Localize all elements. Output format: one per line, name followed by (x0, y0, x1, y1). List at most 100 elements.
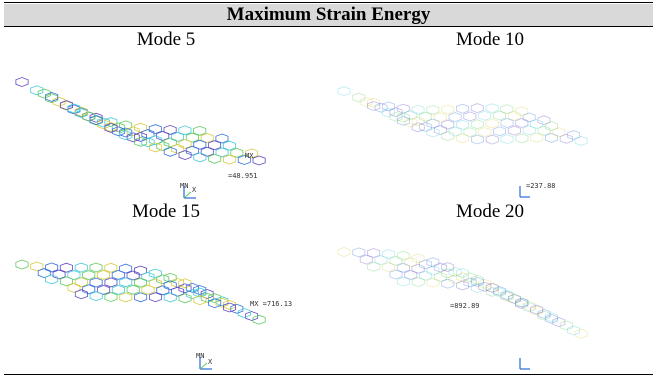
hexagon-cell (470, 134, 484, 145)
hexagon-cell (222, 302, 237, 313)
hexagon-cell (485, 282, 499, 293)
hexagon-cell (134, 136, 148, 147)
mode-10-label: Mode 10 (455, 29, 525, 50)
hexagon-cell (337, 86, 351, 97)
hexagon-cell (215, 297, 229, 308)
hexagon-cell (515, 118, 529, 128)
hexagon-cell (171, 143, 185, 154)
hexagon-cell (381, 249, 395, 259)
hexagon-cell (493, 126, 507, 137)
hexagon-cell (119, 277, 133, 288)
hexagon-cell (222, 299, 236, 310)
hexagon-cell (104, 277, 118, 288)
hexagon-cell (537, 125, 551, 136)
hexagon-cell (111, 122, 125, 133)
hexagon-cell (367, 261, 381, 272)
hexagon-cell (111, 269, 125, 280)
hexagon-cell (74, 289, 88, 300)
hexagon-cell (530, 304, 544, 315)
hexagon-cell (367, 101, 381, 111)
hexagon-cell (245, 148, 259, 159)
hexagon-cell (97, 269, 110, 280)
hexagon-cell (463, 272, 477, 283)
hexagon-cell (15, 77, 29, 87)
hexagon-cell (433, 112, 447, 123)
hexagon-cell (485, 286, 499, 297)
hexagon-cell (200, 133, 214, 143)
hexagon-cell (30, 85, 44, 96)
hexagon-cell (456, 103, 470, 114)
hexagon-cell (515, 297, 529, 308)
hexagon-cell (97, 117, 110, 128)
hexagon-cell (574, 135, 588, 146)
hexagon-cell (456, 268, 470, 278)
hexagon-cell (426, 277, 440, 288)
hexagon-cell (396, 250, 410, 261)
hexagon-cell (470, 119, 484, 130)
mode-10-graphene-sheet: =237.88 (337, 86, 588, 198)
hexagon-cell (559, 133, 573, 144)
hexagon-cell (448, 112, 462, 123)
hexagon-cell (463, 111, 477, 122)
hexagon-cell (382, 107, 395, 118)
hexagon-cell (456, 133, 470, 144)
hexagon-cell (441, 119, 455, 130)
hexagon-cell (500, 134, 514, 145)
hexagon-cell (15, 259, 29, 270)
hexagon-cell (485, 118, 499, 129)
hexagon-cell (148, 142, 162, 153)
hexagon-cell (470, 276, 484, 287)
hexagon-cell (30, 261, 44, 272)
hexagon-cell (97, 284, 111, 295)
mode-20-graphene-sheet: =892.89 (337, 247, 588, 370)
hexagon-cell (419, 111, 432, 122)
hexagon-cell (134, 292, 148, 303)
hexagon-cell (522, 125, 536, 136)
hexagon-cell (45, 274, 59, 285)
hexagon-cell (500, 290, 514, 301)
graphene-mesh (15, 77, 266, 166)
hexagon-cell (208, 140, 222, 151)
hexagon-cell (433, 262, 447, 273)
hexagon-cell (82, 111, 96, 122)
top-rule (4, 2, 653, 3)
hexagon-cell (89, 262, 103, 273)
hexagon-cell (126, 132, 140, 143)
hexagon-cell (426, 257, 440, 268)
hexagon-cell (411, 253, 425, 264)
strain-energy-value: =48.951 (228, 172, 258, 180)
strain-energy-table: Maximum Strain Energy Mode 5 Mode 10 Mod… (4, 2, 653, 375)
hexagon-cell (552, 317, 566, 328)
hexagon-cell (193, 285, 207, 295)
mode-20-plot: =892.89 (330, 224, 648, 372)
hexagon-cell (522, 112, 536, 123)
hexagon-cell (89, 291, 103, 302)
hexagon-cell (359, 97, 373, 107)
hexagon-cell (382, 262, 395, 273)
header-rule (4, 26, 653, 27)
hexagon-cell (171, 277, 185, 288)
hexagon-cell (522, 302, 536, 313)
hexagon-cell (222, 140, 236, 151)
hexagon-cell (515, 299, 529, 309)
hexagon-cell (448, 266, 462, 277)
hexagon-cell (193, 295, 207, 306)
hexagon-cell (359, 254, 373, 265)
hexagon-cell (126, 284, 140, 295)
hexagon-cell (200, 292, 214, 303)
hexagon-cell (470, 103, 484, 114)
hexagon-cell (500, 118, 514, 128)
hexagon-cell (493, 287, 507, 298)
hexagon-cell (411, 104, 425, 115)
hexagon-cell (507, 110, 521, 121)
strain-energy-value: MX =716.13 (250, 300, 292, 308)
hexagon-cell (478, 110, 492, 121)
hexagon-cell (74, 277, 88, 288)
hexagon-cell (141, 271, 155, 282)
hexagon-cell (433, 272, 447, 282)
hexagon-cell (448, 126, 462, 137)
hexagon-cell (396, 276, 410, 287)
hexagon-cell (485, 134, 499, 145)
hexagon-cell (426, 265, 440, 276)
graphene-mesh (337, 247, 588, 339)
